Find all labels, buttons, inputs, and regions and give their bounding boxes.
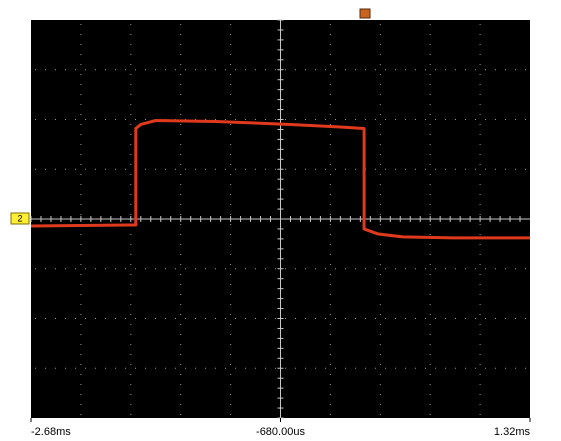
trigger-marker — [359, 8, 371, 19]
x-tick-label: -2.68ms — [31, 426, 71, 438]
grid — [30, 19, 530, 419]
channel-marker — [10, 212, 30, 225]
channel-label: 2 — [17, 213, 22, 223]
x-tick-label: 1.32ms — [494, 426, 531, 438]
x-tick-label: -680.00us — [256, 426, 305, 438]
trace — [30, 118, 530, 240]
